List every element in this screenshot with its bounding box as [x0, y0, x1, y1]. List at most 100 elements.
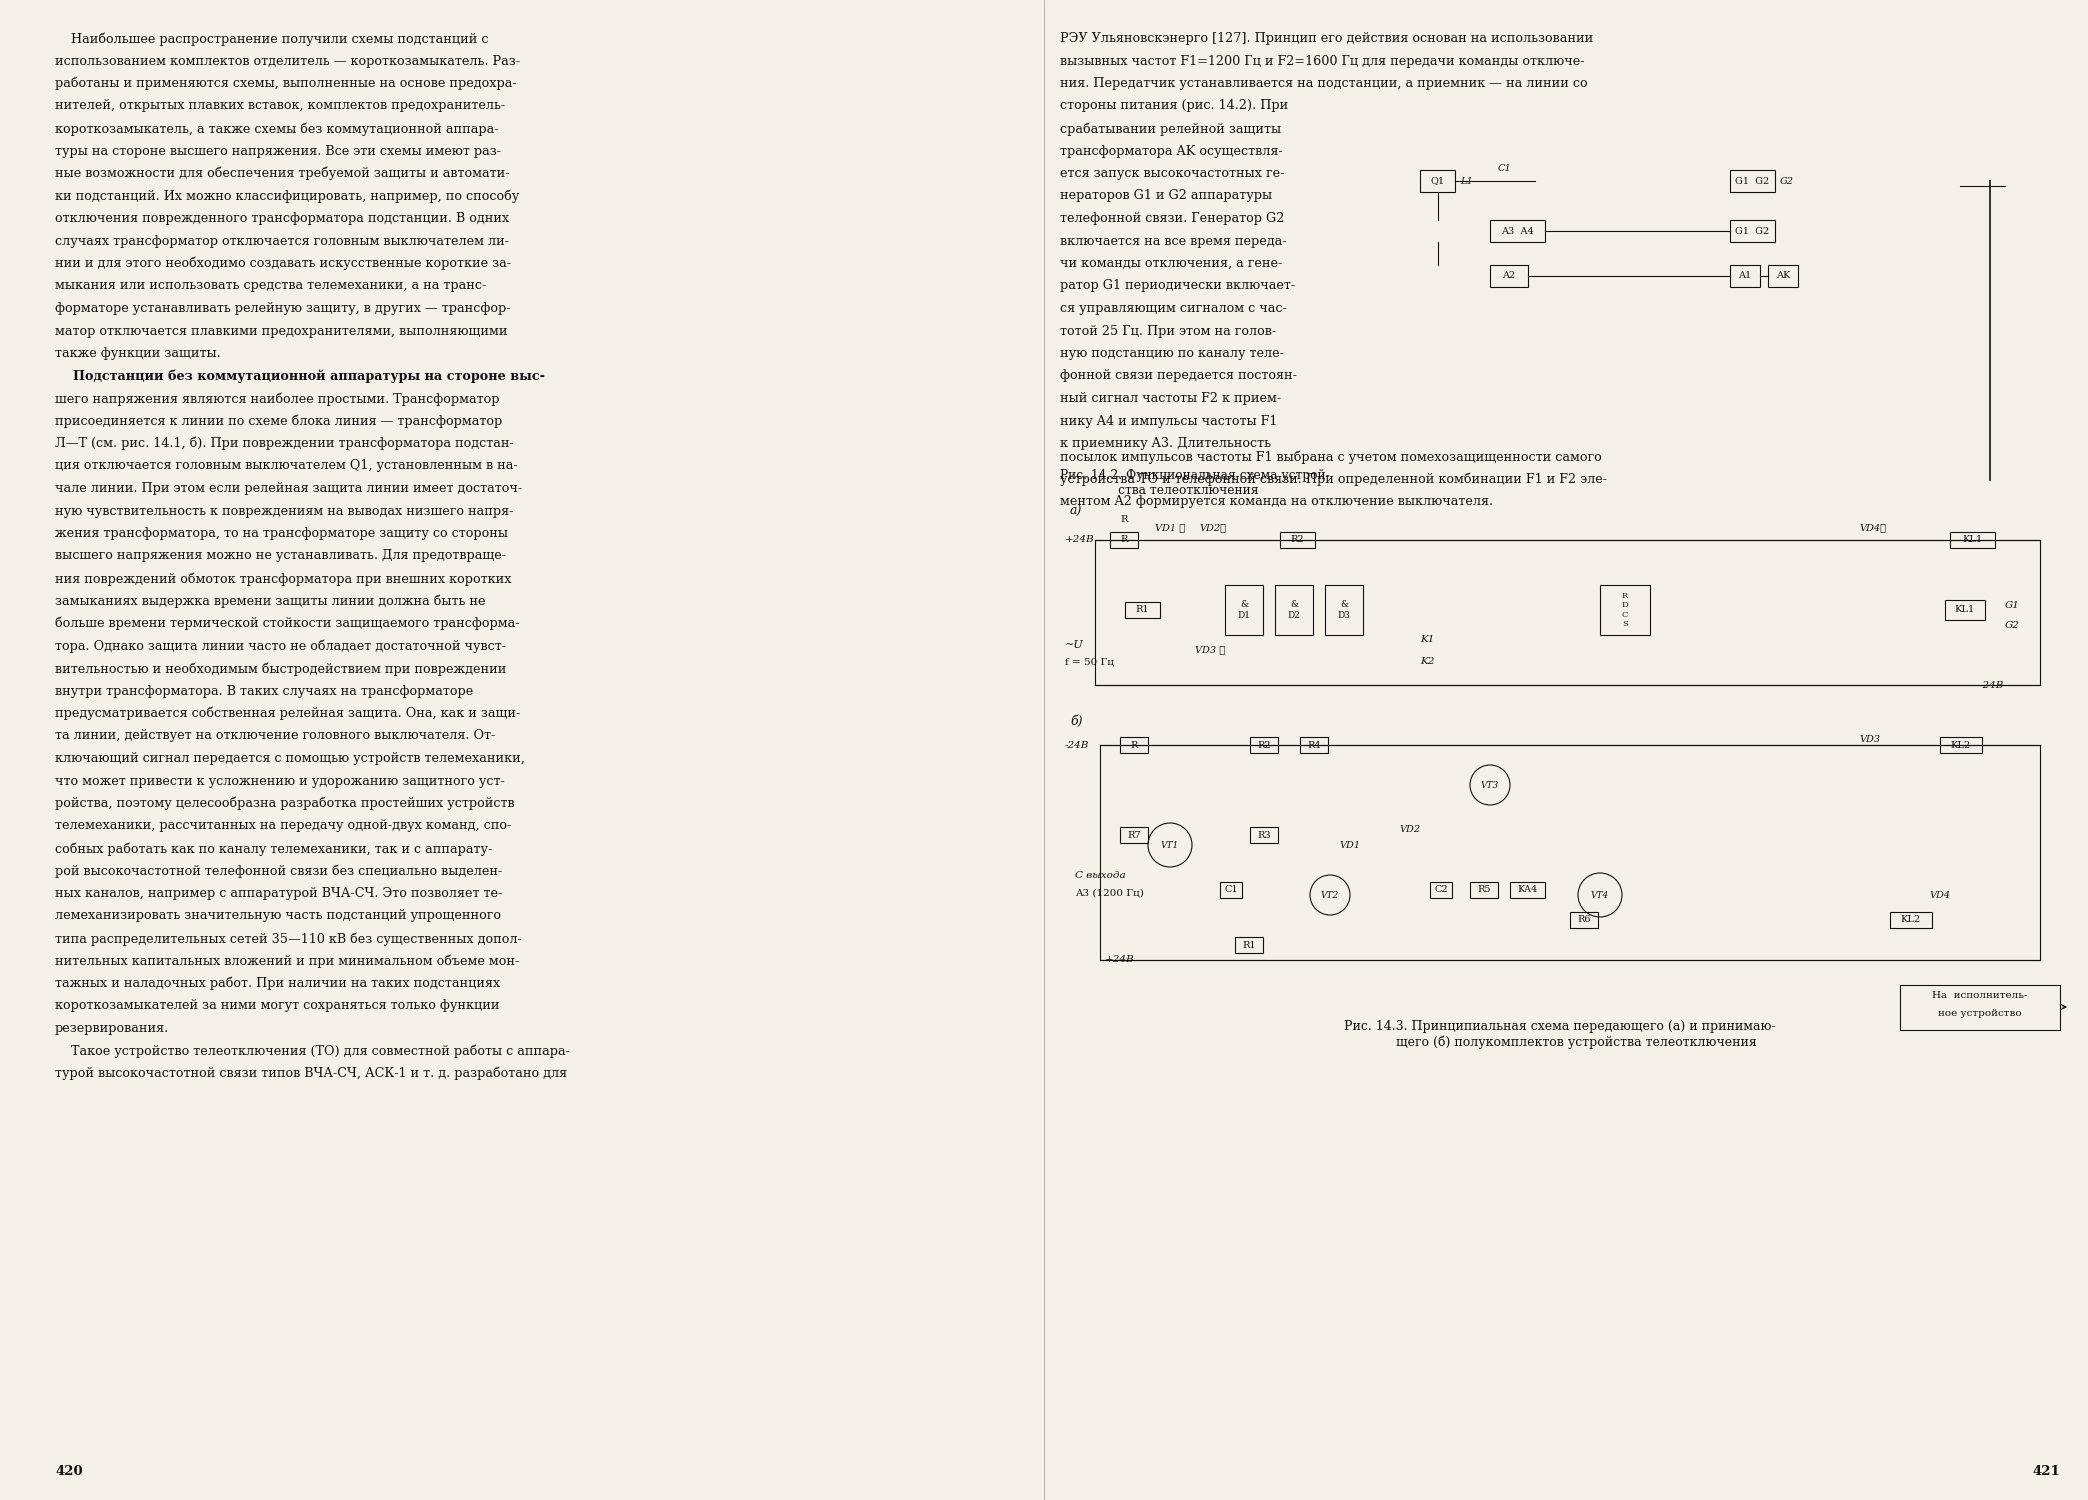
Bar — [1234, 938, 1263, 952]
Text: VD3: VD3 — [1860, 735, 1881, 744]
Bar — [1890, 912, 1931, 928]
Text: VD2: VD2 — [1399, 825, 1422, 834]
Text: шего напряжения являются наиболее простыми. Трансформатор: шего напряжения являются наиболее просты… — [54, 392, 499, 405]
Text: G2: G2 — [1779, 177, 1794, 186]
Bar — [1599, 585, 1650, 634]
Text: ный сигнал частоты F2 к прием-: ный сигнал частоты F2 к прием- — [1061, 392, 1282, 405]
Text: f = 50 Гц: f = 50 Гц — [1065, 657, 1115, 666]
Bar — [1940, 736, 1982, 753]
Text: Подстанции без коммутационной аппаратуры на стороне выс-: Подстанции без коммутационной аппаратуры… — [54, 369, 545, 382]
Text: KL2: KL2 — [1950, 741, 1971, 750]
Text: A2: A2 — [1503, 272, 1516, 280]
Text: а): а) — [1069, 506, 1082, 518]
Text: ное устройство: ное устройство — [1938, 1008, 2021, 1017]
Text: вительностью и необходимым быстродействием при повреждении: вительностью и необходимым быстродействи… — [54, 662, 507, 675]
Text: тора. Однако защита линии часто не обладает достаточной чувст-: тора. Однако защита линии часто не облад… — [54, 639, 505, 652]
Text: ки подстанций. Их можно классифицировать, например, по способу: ки подстанций. Их можно классифицировать… — [54, 189, 520, 202]
Bar — [1301, 736, 1328, 753]
Text: &
D3: & D3 — [1338, 600, 1351, 619]
Text: KL2: KL2 — [1900, 915, 1921, 924]
Text: короткозамыкатель, а также схемы без коммутационной аппара-: короткозамыкатель, а также схемы без ком… — [54, 122, 499, 135]
Text: ную подстанцию по каналу теле-: ную подстанцию по каналу теле- — [1061, 346, 1284, 360]
Text: присоединяется к линии по схеме блока линия — трансформатор: присоединяется к линии по схеме блока ли… — [54, 414, 503, 428]
Text: С выхода: С выхода — [1075, 870, 1125, 879]
Text: фонной связи передается постоян-: фонной связи передается постоян- — [1061, 369, 1297, 382]
Text: жения трансформатора, то на трансформаторе защиту со стороны: жения трансформатора, то на трансформато… — [54, 526, 507, 540]
Text: C1: C1 — [1224, 885, 1238, 894]
Text: R3: R3 — [1257, 831, 1272, 840]
Text: VT4: VT4 — [1591, 891, 1610, 900]
Text: G1  G2: G1 G2 — [1735, 226, 1771, 236]
Text: телефонной связи. Генератор G2: телефонной связи. Генератор G2 — [1061, 211, 1284, 225]
Bar — [1510, 882, 1545, 898]
Text: нителей, открытых плавких вставок, комплектов предохранитель-: нителей, открытых плавких вставок, компл… — [54, 99, 505, 112]
Text: ратор G1 периодически включает-: ратор G1 периодически включает- — [1061, 279, 1295, 292]
Text: VT2: VT2 — [1322, 891, 1338, 900]
Text: чи команды отключения, а гене-: чи команды отключения, а гене- — [1061, 256, 1282, 270]
Bar — [1111, 532, 1138, 548]
Text: A3 (1200 Гц): A3 (1200 Гц) — [1075, 888, 1144, 897]
Text: трансформатора AK осуществля-: трансформатора AK осуществля- — [1061, 144, 1282, 158]
Text: R1: R1 — [1136, 606, 1148, 615]
Text: VD1: VD1 — [1340, 840, 1361, 849]
Text: L1: L1 — [1460, 177, 1472, 186]
Bar — [1219, 882, 1242, 898]
Text: матор отключается плавкими предохранителями, выполняющими: матор отключается плавкими предохранител… — [54, 324, 507, 338]
Text: ся управляющим сигналом с час-: ся управляющим сигналом с час- — [1061, 302, 1286, 315]
Text: Л—Т (см. рис. 14.1, б). При повреждении трансформатора подстан-: Л—Т (см. рис. 14.1, б). При повреждении … — [54, 436, 514, 450]
Bar — [1280, 532, 1315, 548]
Text: C2: C2 — [1434, 885, 1447, 894]
Bar — [1326, 585, 1363, 634]
Text: работаны и применяются схемы, выполненные на основе предохра-: работаны и применяются схемы, выполненны… — [54, 76, 516, 90]
Text: K1: K1 — [1420, 636, 1434, 645]
Text: Наибольшее распространение получили схемы подстанций с: Наибольшее распространение получили схем… — [54, 32, 489, 45]
Text: R: R — [1121, 514, 1128, 523]
Text: R2: R2 — [1257, 741, 1272, 750]
Text: включается на все время переда-: включается на все время переда- — [1061, 234, 1286, 248]
Text: нии и для этого необходимо создавать искусственные короткие за-: нии и для этого необходимо создавать иск… — [54, 256, 512, 270]
Text: -24В: -24В — [1065, 741, 1090, 750]
Text: A1: A1 — [1739, 272, 1752, 280]
Text: R2: R2 — [1290, 536, 1305, 544]
Text: турой высокочастотной связи типов ВЧА-СЧ, АСК-1 и т. д. разработано для: турой высокочастотной связи типов ВЧА-СЧ… — [54, 1066, 568, 1080]
Text: KL1: KL1 — [1954, 606, 1975, 615]
Bar — [1276, 585, 1313, 634]
Text: ния. Передатчик устанавливается на подстанции, а приемник — на линии со: ния. Передатчик устанавливается на подст… — [1061, 76, 1587, 90]
Bar — [1226, 585, 1263, 634]
Bar — [1946, 600, 1986, 619]
Text: та линии, действует на отключение головного выключателя. От-: та линии, действует на отключение головн… — [54, 729, 495, 742]
Text: лемеханизировать значительную часть подстанций упрощенного: лемеханизировать значительную часть подс… — [54, 909, 501, 922]
Text: собных работать как по каналу телемеханики, так и с аппарату-: собных работать как по каналу телемехани… — [54, 842, 493, 855]
Text: G2: G2 — [2004, 621, 2019, 630]
Text: ния повреждений обмоток трансформатора при внешних коротких: ния повреждений обмоток трансформатора п… — [54, 572, 512, 585]
Text: предусматривается собственная релейная защита. Она, как и защи-: предусматривается собственная релейная з… — [54, 706, 520, 720]
Bar — [1491, 266, 1528, 286]
Bar — [1119, 827, 1148, 843]
Bar — [1570, 912, 1597, 928]
Bar — [1731, 170, 1775, 192]
Text: VT3: VT3 — [1480, 780, 1499, 789]
Text: ментом A2 формируется команда на отключение выключателя.: ментом A2 формируется команда на отключе… — [1061, 495, 1493, 508]
Text: тажных и наладочных работ. При наличии на таких подстанциях: тажных и наладочных работ. При наличии н… — [54, 976, 501, 990]
Text: A3  A4: A3 A4 — [1501, 226, 1535, 236]
Text: Такое устройство телеотключения (ТО) для совместной работы с аппара-: Такое устройство телеотключения (ТО) для… — [54, 1044, 570, 1058]
Bar — [1420, 170, 1455, 192]
Text: посылок импульсов частоты F1 выбрана с учетом помехозащищенности самого: посылок импульсов частоты F1 выбрана с у… — [1061, 450, 1601, 464]
Text: &
D1: & D1 — [1238, 600, 1251, 619]
Text: G1  G2: G1 G2 — [1735, 177, 1771, 186]
Text: к приемнику A3. Длительность: к приемнику A3. Длительность — [1061, 436, 1272, 450]
Text: VD4: VD4 — [1929, 891, 1950, 900]
Bar — [1125, 602, 1161, 618]
Text: нику A4 и импульсы частоты F1: нику A4 и импульсы частоты F1 — [1061, 414, 1278, 428]
Text: ~U: ~U — [1065, 640, 1084, 650]
Text: нераторов G1 и G2 аппаратуры: нераторов G1 и G2 аппаратуры — [1061, 189, 1272, 202]
Text: KA4: KA4 — [1518, 885, 1537, 894]
Text: C1: C1 — [1497, 164, 1512, 172]
Text: ется запуск высокочастотных ге-: ется запуск высокочастотных ге- — [1061, 166, 1284, 180]
Text: РЭУ Ульяновскэнерго [127]. Принцип его действия основан на использовании: РЭУ Ульяновскэнерго [127]. Принцип его д… — [1061, 32, 1593, 45]
Text: VD4⊲: VD4⊲ — [1860, 524, 1888, 532]
Text: внутри трансформатора. В таких случаях на трансформаторе: внутри трансформатора. В таких случаях н… — [54, 684, 474, 698]
Text: ключающий сигнал передается с помощью устройств телемеханики,: ключающий сигнал передается с помощью ус… — [54, 752, 524, 765]
Text: вызывных частот F1=1200 Гц и F2=1600 Гц для передачи команды отключе-: вызывных частот F1=1200 Гц и F2=1600 Гц … — [1061, 54, 1585, 68]
Bar — [1430, 882, 1451, 898]
